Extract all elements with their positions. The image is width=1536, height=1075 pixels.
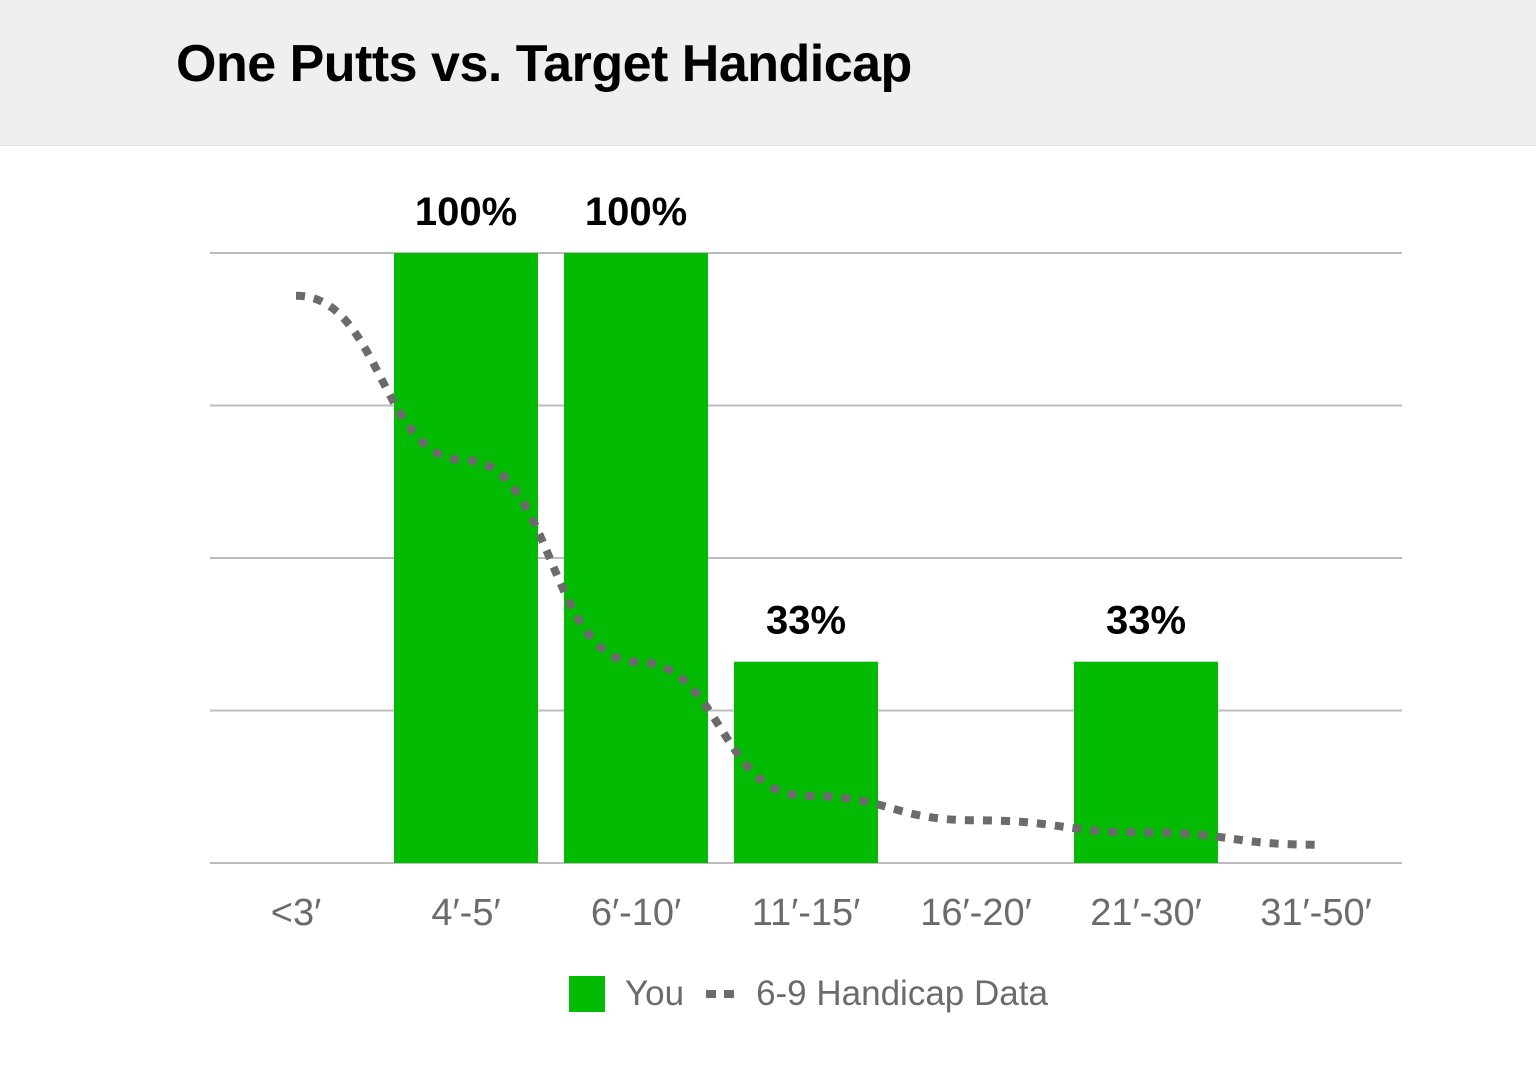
bar-value-label: 33% [1106, 599, 1186, 643]
x-axis-label: 4′-5′ [431, 892, 500, 934]
bar [734, 661, 878, 863]
legend: You 6-9 Handicap Data [569, 974, 1048, 1013]
x-axis-label: 6′-10′ [591, 892, 681, 934]
bar-value-label: 33% [766, 599, 846, 643]
x-axis-label: <3′ [271, 892, 321, 934]
x-axis-label: 11′-15′ [752, 892, 861, 934]
legend-bar-label: You [625, 974, 685, 1013]
x-axis-label: 21′-30′ [1090, 892, 1201, 934]
x-axis-label: 16′-20′ [920, 892, 1031, 934]
header: One Putts vs. Target Handicap [0, 0, 1536, 146]
bar [564, 253, 708, 863]
legend-line-label: 6-9 Handicap Data [756, 974, 1048, 1013]
bar-value-label: 100% [415, 190, 517, 234]
legend-bar-swatch [569, 976, 605, 1012]
legend-dashed-line-icon [706, 990, 735, 998]
bar [394, 253, 538, 863]
bar-value-label: 100% [585, 190, 687, 234]
chart-title: One Putts vs. Target Handicap [176, 35, 912, 93]
x-axis-label: 31′-50′ [1260, 892, 1371, 934]
